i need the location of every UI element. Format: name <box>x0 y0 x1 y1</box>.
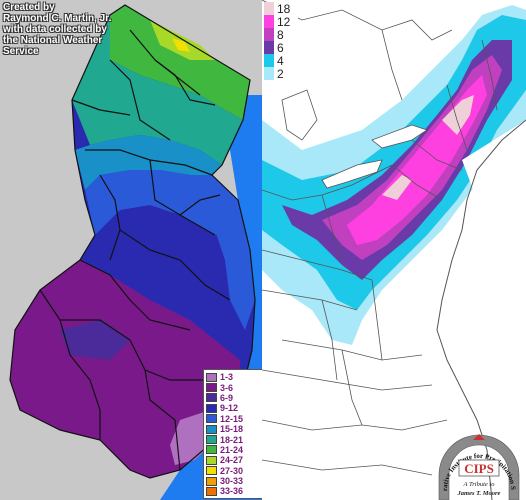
legend-label: 18-21 <box>220 434 244 445</box>
arch-shape <box>438 434 520 500</box>
legend-label: 6 <box>277 40 284 55</box>
ne-map-graphic <box>262 0 526 500</box>
cips-logo-graphic: Cooperative Institute for Precipitation … <box>430 414 520 500</box>
legend-swatch <box>206 445 217 455</box>
zone-teal <box>72 15 243 165</box>
band-18in-a <box>442 95 474 135</box>
legend-label: 27-30 <box>220 465 244 476</box>
legend-swatch <box>206 435 217 445</box>
legend-label: 1-3 <box>220 372 234 383</box>
legend-label: 6-9 <box>220 392 234 403</box>
credit-line: Raymond C. Martin, Jr. <box>3 13 112 24</box>
legend-swatch <box>264 15 274 28</box>
legend-entry: 33-36 <box>206 486 262 496</box>
legend-label: 4 <box>277 53 284 68</box>
logo-tribute-line1: A Tribute to <box>463 481 496 488</box>
legend-swatch <box>264 54 274 67</box>
legend-label: 2 <box>277 66 284 81</box>
county-lines <box>9 4 256 479</box>
legend-entry: 6 <box>264 41 298 54</box>
legend-swatch <box>264 28 274 41</box>
legend-entry: 15-18 <box>206 424 262 434</box>
band-18in-b <box>382 175 412 200</box>
coastline <box>436 119 526 500</box>
legend-label: 21-24 <box>220 444 244 455</box>
legend-swatch <box>206 372 217 382</box>
legend-entry: 18 <box>264 2 298 15</box>
legend-label: 24-27 <box>220 455 244 466</box>
legend-entry: 12 <box>264 15 298 28</box>
legend-entry: 1-3 <box>206 372 262 382</box>
ne-snowfall-legend: 18 12 8 6 4 2 <box>264 2 298 80</box>
legend-swatch <box>206 393 217 403</box>
legend-entry: 9-12 <box>206 403 262 413</box>
legend-swatch <box>206 414 217 424</box>
map-credit-text: Created by Raymond C. Martin, Jr. with d… <box>3 2 123 57</box>
logo-star-mark <box>473 434 485 440</box>
legend-swatch <box>206 455 217 465</box>
nj-snowfall-map: Created by Raymond C. Martin, Jr. with d… <box>0 0 262 500</box>
legend-swatch <box>206 383 217 393</box>
legend-entry: 24-27 <box>206 455 262 465</box>
legend-label: 30-33 <box>220 476 244 487</box>
nj-snowfall-legend: 1-3 3-6 6-9 9-12 12-15 15-18 18-21 21-24 24-27 27… <box>203 369 262 499</box>
legend-swatch <box>206 476 217 486</box>
legend-label: 3-6 <box>220 382 234 393</box>
legend-entry: 12-15 <box>206 414 262 424</box>
legend-label: 9-12 <box>220 403 239 414</box>
cips-logo: Cooperative Institute for Precipitation … <box>430 414 525 500</box>
credit-line: Created by <box>3 2 55 13</box>
legend-entry: 21-24 <box>206 445 262 455</box>
legend-entry: 2 <box>264 67 298 80</box>
legend-swatch <box>264 67 274 80</box>
legend-label: 18 <box>277 1 291 16</box>
logo-acronym: CIPS <box>464 461 494 476</box>
zone-south-indigo <box>60 320 130 360</box>
legend-label: 33-36 <box>220 486 244 497</box>
legend-label: 12-15 <box>220 413 244 424</box>
legend-entry: 4 <box>264 54 298 67</box>
legend-swatch <box>206 424 217 434</box>
great-lakes <box>281 89 428 189</box>
zone-north-yellow <box>172 38 190 52</box>
atlantic-ocean <box>437 120 526 500</box>
legend-label: 8 <box>277 27 284 42</box>
legend-swatch <box>206 403 217 413</box>
credit-line: with data collected by <box>3 24 107 35</box>
credit-line: the National Weather <box>3 35 103 46</box>
logo-acronym-box <box>458 459 500 477</box>
legend-entry: 6-9 <box>206 393 262 403</box>
zone-north-green <box>110 5 250 120</box>
legend-label: 15-18 <box>220 424 244 435</box>
legend-swatch <box>264 41 274 54</box>
legend-entry: 30-33 <box>206 476 262 486</box>
legend-label: 12 <box>277 14 291 29</box>
legend-swatch <box>206 466 217 476</box>
credit-line: Service <box>3 46 39 57</box>
northeast-snowfall-map: 18 12 8 6 4 2 <box>262 0 526 500</box>
logo-tribute-line2: James T. Moore <box>457 490 501 497</box>
nj-map-graphic <box>0 0 262 500</box>
legend-swatch <box>264 2 274 15</box>
zone-lightblue <box>75 135 222 190</box>
legend-entry: 3-6 <box>206 382 262 393</box>
legend-entry: 18-21 <box>206 434 262 445</box>
state-boundaries <box>262 0 498 476</box>
legend-swatch <box>206 486 217 496</box>
legend-entry: 8 <box>264 28 298 41</box>
legend-entry: 27-30 <box>206 466 262 476</box>
zone-coastal <box>212 175 255 330</box>
